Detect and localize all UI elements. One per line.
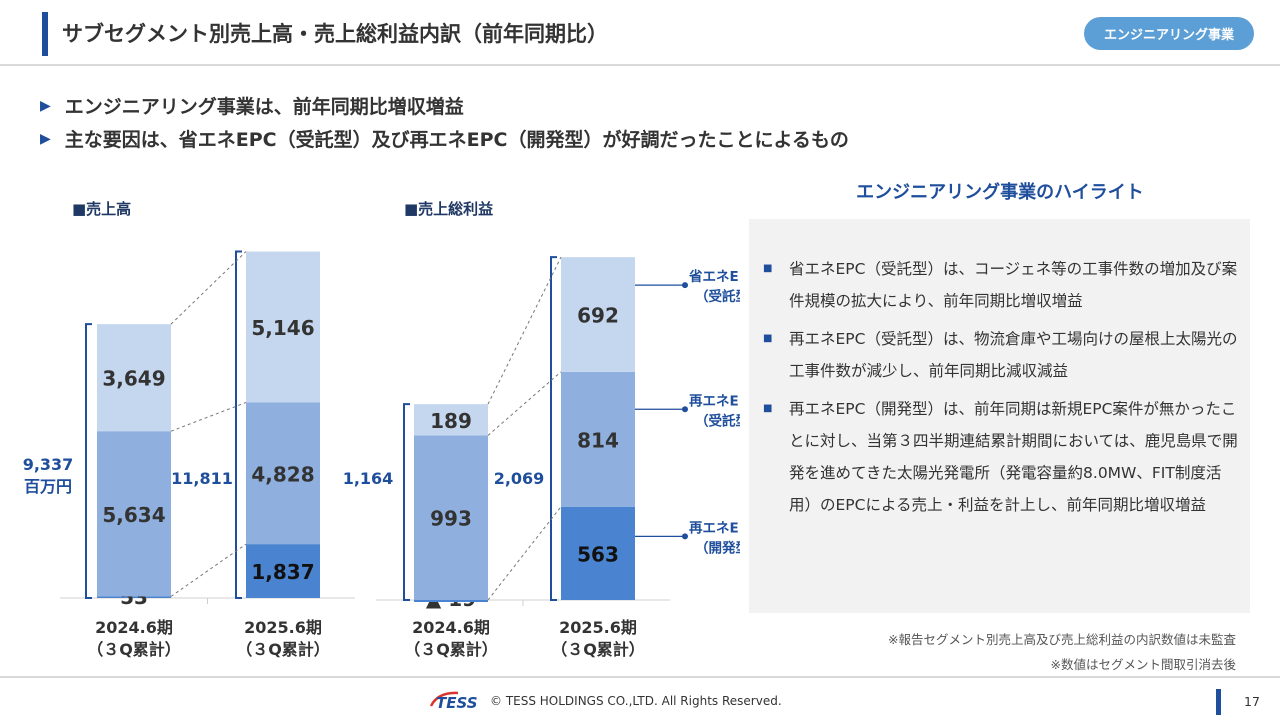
profit-connector-line <box>487 371 562 436</box>
summary-bullet: ▶ エンジニアリング事業は、前年同期比増収増益 <box>40 92 464 119</box>
title-accent-bar <box>42 12 48 56</box>
sales-category-label: （３Q累計） <box>236 640 330 659</box>
highlights-panel: ■ 省エネEPC（受託型）は、コージェネ等の工事件数の増加及び案件規模の拡大によ… <box>749 219 1250 613</box>
highlights-title: エンジニアリング事業のハイライト <box>856 182 1144 203</box>
note: ※報告セグメント別売上高及び売上総利益の内訳数値は未監査 <box>888 632 1236 647</box>
sales-total-label: 11,811 <box>171 469 233 488</box>
profit-bar-value: 692 <box>577 303 619 327</box>
sales-bar-segment <box>97 431 171 597</box>
sales-bar-segment <box>97 324 171 432</box>
summary-text: 主な要因は、省エネEPC（受託型）及び再エネEPC（開発型）が好調だったことによ… <box>64 129 849 151</box>
summary-text: エンジニアリング事業は、前年同期比増収増益 <box>64 96 464 118</box>
header-divider <box>0 64 1280 66</box>
profit-connector-line <box>487 506 562 601</box>
sales-category-label: 2025.6期 <box>244 618 322 637</box>
legend-sublabel: （受託型） <box>695 288 740 305</box>
profit-bar-segment <box>561 257 635 372</box>
square-bullet-icon: ■ <box>763 263 773 274</box>
legend-sublabel: （開発型） <box>695 539 740 556</box>
legend-label: 再エネEPC <box>689 393 740 409</box>
legend-sublabel: （受託型） <box>695 412 740 429</box>
sales-connector-line <box>170 402 247 432</box>
highlight-item: ■ 再エネEPC（開発型）は、前年同期は新規EPC案件が無かったことに対し、当第… <box>763 393 1238 521</box>
page-title: サブセグメント別売上高・売上総利益内訳（前年同期比） <box>62 22 608 46</box>
tess-logo: TESS <box>429 691 478 712</box>
square-bullet-icon: ■ <box>763 403 773 414</box>
sales-chart-title: ■売上高 <box>72 200 132 218</box>
profit-bar-value: 563 <box>577 542 619 566</box>
legend-label: 再エネEPC <box>689 520 740 536</box>
profit-bar-segment <box>414 404 488 436</box>
profit-bar-segment <box>414 435 488 600</box>
profit-category-label: 2024.6期 <box>412 618 490 637</box>
profit-bar-value: 993 <box>430 507 472 531</box>
triangle-bullet-icon: ▶ <box>40 130 51 147</box>
profit-chart-title: ■売上総利益 <box>404 200 494 218</box>
sales-category-label: 2024.6期 <box>95 618 173 637</box>
sales-category-label: （３Q累計） <box>87 640 181 659</box>
highlight-text: 省エネEPC（受託型）は、コージェネ等の工事件数の増加及び案件規模の拡大により、… <box>789 260 1238 310</box>
copyright: © TESS HOLDINGS CO.,LTD. All Rights Rese… <box>490 694 782 708</box>
highlight-item: ■ 省エネEPC（受託型）は、コージェネ等の工事件数の増加及び案件規模の拡大によ… <box>763 253 1238 317</box>
note: ※数値はセグメント間取引消去後 <box>1050 657 1236 672</box>
profit-total-bracket <box>550 256 557 601</box>
highlight-item: ■ 再エネEPC（受託型）は、物流倉庫や工場向けの屋根上太陽光の工事件数が減少し… <box>763 323 1238 387</box>
segment-badge: エンジニアリング事業 <box>1084 17 1254 50</box>
logo-text: TESS <box>436 694 478 712</box>
profit-bar-value: 814 <box>577 428 619 452</box>
sales-connector-line <box>170 543 247 597</box>
legend-label: 省エネEPC <box>688 268 740 285</box>
footer-divider <box>0 676 1280 678</box>
sales-bar-value: 1,837 <box>251 560 314 584</box>
charts-area: 535,6343,6499,337百万円2024.6期（３Q累計）1,8374,… <box>23 250 740 659</box>
sales-unit-label: 百万円 <box>24 477 72 496</box>
highlight-text: 再エネEPC（開発型）は、前年同期は新規EPC案件が無かったことに対し、当第３四… <box>789 400 1238 514</box>
triangle-bullet-icon: ▶ <box>40 97 51 114</box>
profit-category-label: 2025.6期 <box>559 618 637 637</box>
sales-total-bracket <box>235 250 242 599</box>
sales-connector-line <box>170 251 247 325</box>
profit-total-label: 2,069 <box>494 469 545 488</box>
sales-bar-segment <box>246 251 320 403</box>
page-number: 17 <box>1244 694 1260 709</box>
profit-bar-segment <box>561 506 635 600</box>
profit-category-label: （３Q累計） <box>551 640 645 659</box>
sales-bar-segment <box>246 402 320 545</box>
sales-total-label: 9,337 <box>23 455 74 474</box>
page-accent-bar <box>1216 689 1221 715</box>
sales-bar-segment <box>246 544 320 598</box>
highlight-text: 再エネEPC（受託型）は、物流倉庫や工場向けの屋根上太陽光の工事件数が減少し、前… <box>789 330 1238 380</box>
sales-bar-value: 3,649 <box>102 367 165 391</box>
profit-bar-value: 189 <box>430 409 472 433</box>
square-bullet-icon: ■ <box>763 333 773 344</box>
sales-bar-value: 4,828 <box>251 462 314 486</box>
profit-bar-segment <box>561 371 635 507</box>
summary-bullet: ▶ 主な要因は、省エネEPC（受託型）及び再エネEPC（開発型）が好調だったこと… <box>40 125 849 152</box>
profit-total-bracket <box>403 403 410 601</box>
sales-bar-value: 5,146 <box>251 316 314 340</box>
sales-bar-segment <box>97 596 171 598</box>
profit-total-label: 1,164 <box>343 469 394 488</box>
profit-category-label: （３Q累計） <box>404 640 498 659</box>
sales-total-bracket <box>85 323 92 599</box>
sales-bar-value: 5,634 <box>102 503 165 527</box>
